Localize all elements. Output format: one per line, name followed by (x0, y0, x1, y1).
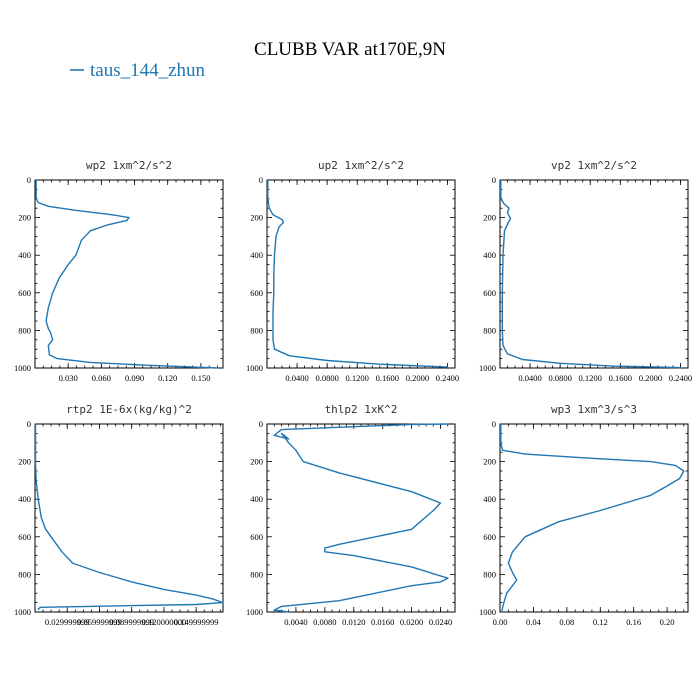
panels-grid: wp2 1xm^2/s^2 0 200 400 600 800 1000 0.030 0.060… (14, 159, 692, 627)
x-tick-label: 0.2400 (669, 373, 692, 383)
x-tick-label: 0.2000 (639, 373, 662, 383)
y-tick-label: 200 (483, 213, 496, 223)
y-tick-label: 800 (483, 569, 496, 579)
y-tick-label: 0 (492, 419, 496, 429)
y-tick-label: 0 (259, 175, 263, 185)
y-tick-label: 600 (483, 532, 496, 542)
y-tick-label: 1000 (246, 607, 263, 617)
y-tick-label: 800 (250, 325, 263, 335)
y-tick-label: 600 (483, 288, 496, 298)
x-tick-label: 0.1200 (579, 373, 602, 383)
y-tick-label: 0 (27, 175, 31, 185)
y-tick-label: 600 (18, 288, 31, 298)
series-line (35, 179, 219, 369)
y-tick-label: 800 (483, 325, 496, 335)
y-tick-label: 200 (250, 213, 263, 223)
panel-4: rtp2 1E-6x(kg/kg)^2 0 200 400 600 800 1000 0.02… (14, 403, 224, 627)
x-tick-label: 0.059999999 (77, 617, 122, 627)
y-tick-label: 200 (18, 457, 31, 467)
x-tick-label: 0.20 (660, 617, 675, 627)
y-tick-label: 800 (18, 569, 31, 579)
panel-title: wp2 1xm^2/s^2 (86, 159, 172, 172)
x-tick-label: 0.08 (559, 617, 574, 627)
x-tick-label: 0.029999999 (45, 617, 90, 627)
y-tick-label: 800 (250, 569, 263, 579)
series-line (273, 423, 449, 613)
plot-frame (34, 423, 224, 613)
series-line (267, 179, 449, 368)
y-tick-label: 0 (259, 419, 263, 429)
y-tick-label: 600 (18, 532, 31, 542)
x-tick-label: 0.0800 (548, 373, 571, 383)
x-tick-label: 0.0080 (313, 617, 336, 627)
y-tick-label: 0 (492, 175, 496, 185)
plot-frame (499, 179, 689, 369)
x-tick-label: 0.1600 (376, 373, 399, 383)
legend-label: taus_144_zhun (90, 60, 206, 81)
x-tick-label: 0.0800 (315, 373, 338, 383)
y-tick-label: 200 (250, 457, 263, 467)
x-tick-label: 0.0040 (284, 617, 307, 627)
y-tick-label: 400 (483, 250, 496, 260)
x-tick-label: 0.0200 (400, 617, 423, 627)
plot-frame (266, 179, 456, 369)
x-tick-label: 0.1200 (346, 373, 369, 383)
panel-title: vp2 1xm^2/s^2 (551, 159, 637, 172)
x-tick-label: 0.0240 (429, 617, 452, 627)
panel-5: thlp2 1xK^2 0 200 400 600 800 1000 0.0040 0.0080… (246, 403, 456, 627)
y-tick-label: 1000 (479, 607, 496, 617)
x-tick-label: 0.089999999 (109, 617, 154, 627)
y-tick-label: 200 (18, 213, 31, 223)
panel-1: wp2 1xm^2/s^2 0 200 400 600 800 1000 0.030 0.060… (14, 159, 224, 383)
y-tick-label: 1000 (246, 363, 263, 373)
series-line (500, 423, 685, 613)
x-tick-label: 0.0400 (285, 373, 308, 383)
panel-3: vp2 1xm^2/s^2 0 200 400 600 800 1000 0.0400 0.08… (479, 159, 692, 383)
x-tick-label: 0.150 (191, 373, 210, 383)
x-tick-label: 0.04 (526, 617, 542, 627)
x-tick-label: 0.0160 (371, 617, 394, 627)
x-tick-label: 0.2400 (436, 373, 459, 383)
y-tick-label: 1000 (14, 363, 31, 373)
y-tick-label: 1000 (14, 607, 31, 617)
figure-title: CLUBB VAR at170E,9N (254, 39, 446, 60)
x-tick-label: 0.12 (593, 617, 608, 627)
x-tick-label: 0.0120 (342, 617, 365, 627)
x-tick-label: 0.16 (626, 617, 641, 627)
panel-title: rtp2 1E-6x(kg/kg)^2 (66, 403, 192, 416)
y-tick-label: 400 (250, 250, 263, 260)
panel-title: wp3 1xm^3/s^3 (551, 403, 637, 416)
series-line (34, 423, 224, 610)
y-tick-label: 200 (483, 457, 496, 467)
series-line (500, 179, 682, 369)
panel-title: up2 1xm^2/s^2 (318, 159, 404, 172)
x-tick-label: 0.090 (125, 373, 144, 383)
y-tick-label: 1000 (479, 363, 496, 373)
x-tick-label: 0.120000000 (142, 617, 187, 627)
panel-title: thlp2 1xK^2 (325, 403, 398, 416)
x-tick-label: 0.030 (59, 373, 78, 383)
x-tick-label: 0.060 (92, 373, 111, 383)
x-tick-label: 0.0400 (518, 373, 541, 383)
y-tick-label: 0 (27, 419, 31, 429)
y-tick-label: 600 (250, 288, 263, 298)
x-tick-label: 0.1600 (609, 373, 632, 383)
legend: taus_144_zhun (70, 60, 206, 81)
y-tick-label: 600 (250, 532, 263, 542)
x-tick-label: 0.2000 (406, 373, 429, 383)
y-tick-label: 400 (483, 494, 496, 504)
y-tick-label: 800 (18, 325, 31, 335)
x-tick-label: 0.149999999 (174, 617, 219, 627)
plot-frame (499, 423, 689, 613)
y-tick-label: 400 (18, 494, 31, 504)
x-tick-label: 0.00 (493, 617, 508, 627)
x-tick-label: 0.120 (158, 373, 177, 383)
panel-2: up2 1xm^2/s^2 0 200 400 600 800 1000 0.0400 0.08… (246, 159, 459, 383)
y-tick-label: 400 (250, 494, 263, 504)
y-tick-label: 400 (18, 250, 31, 260)
